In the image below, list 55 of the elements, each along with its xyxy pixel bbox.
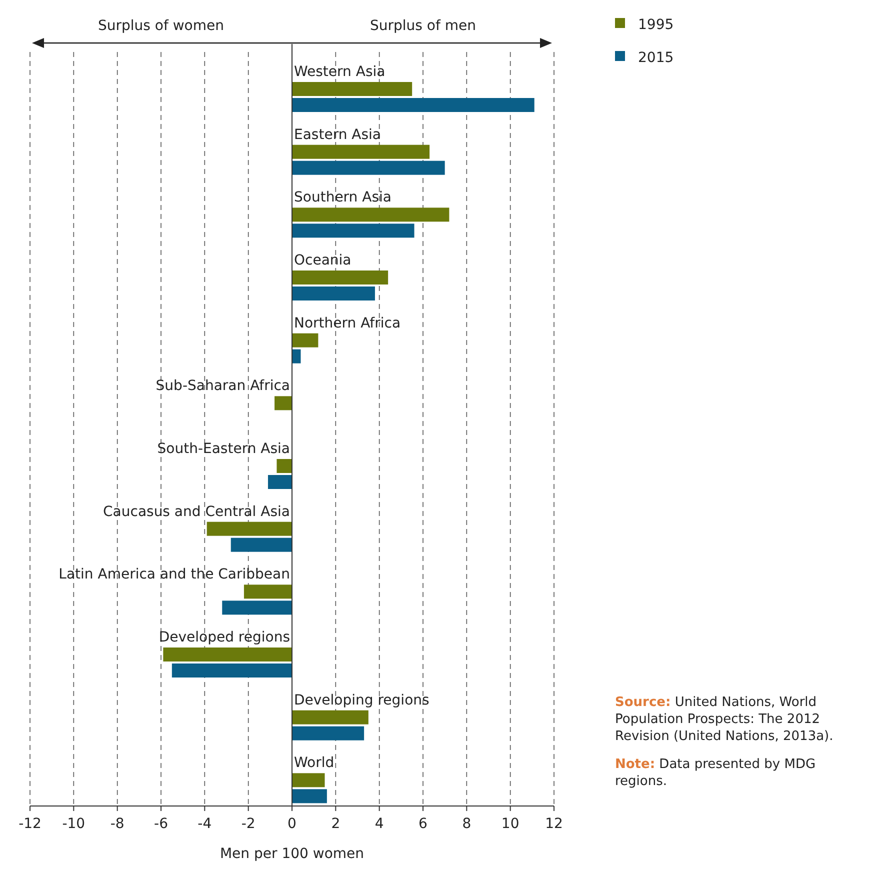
bar <box>292 98 534 112</box>
legend-label: 2015 <box>638 50 674 66</box>
bar <box>292 726 364 740</box>
x-tick-label: 4 <box>374 816 384 832</box>
x-tick-label: 10 <box>501 816 520 832</box>
x-tick-label: -12 <box>18 816 42 832</box>
bar <box>292 710 368 724</box>
y-tick-label: Caucasus and Central Asia <box>103 504 290 520</box>
y-tick-label: Developed regions <box>158 630 290 646</box>
legend-label: 1995 <box>638 17 674 33</box>
y-tick-label: World <box>294 755 334 772</box>
bar <box>292 270 388 284</box>
bar <box>292 160 445 175</box>
bar <box>292 349 301 364</box>
bar <box>222 600 292 615</box>
x-tick-label: -4 <box>198 816 212 832</box>
x-tick-label: 8 <box>462 816 472 832</box>
text: Surplus of women <box>98 18 224 34</box>
y-tick-label: Southern Asia <box>294 190 392 206</box>
bar <box>292 789 327 804</box>
bar <box>276 459 292 473</box>
bar <box>230 538 292 552</box>
y-tick-label: Eastern Asia <box>294 126 381 143</box>
bar <box>292 333 318 348</box>
y-tick-label: Northern Africa <box>294 315 401 332</box>
bar <box>292 286 375 300</box>
y-tick-label: South-Eastern Asia <box>157 441 290 457</box>
y-tick-label: Oceania <box>294 252 352 268</box>
bar <box>268 475 292 489</box>
y-tick-label: Sub-Saharan Africa <box>156 378 290 394</box>
bar <box>274 396 292 410</box>
bar <box>292 224 414 238</box>
y-tick-label: Western Asia <box>294 64 386 80</box>
source-note: Source: United Nations, World Population Prospects: The 2012 Revision (United Nations, 2013a). <box>615 695 834 744</box>
bar <box>292 208 450 222</box>
bar <box>163 648 292 662</box>
bar <box>292 144 430 159</box>
bar <box>206 522 292 536</box>
x-tick-label: -6 <box>154 816 168 832</box>
x-tick-label: -8 <box>110 816 124 832</box>
bar <box>172 664 292 678</box>
bar <box>244 584 292 599</box>
text: Surplus of men <box>370 18 476 34</box>
bar <box>292 82 412 96</box>
x-tick-label: 2 <box>331 816 340 832</box>
y-tick-label: Latin America and the Caribbean <box>58 566 290 583</box>
x-tick-label: 12 <box>545 816 563 832</box>
y-tick-label: Developing regions <box>294 692 430 708</box>
text: Note: Data presented by MDG regions. <box>615 757 816 789</box>
x-axis-title: Men per 100 women <box>220 846 364 862</box>
x-tick-label: 0 <box>288 816 296 832</box>
x-tick-label: 6 <box>418 816 428 832</box>
x-tick-label: -2 <box>241 816 256 832</box>
x-tick-label: -10 <box>62 816 86 832</box>
bar <box>292 773 325 788</box>
